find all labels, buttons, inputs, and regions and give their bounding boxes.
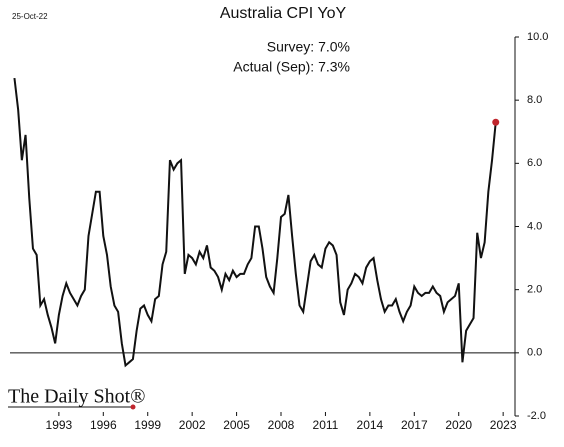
- x-tick-label: 2017: [401, 418, 428, 432]
- x-tick-label: 2005: [223, 418, 250, 432]
- x-tick-label: 2008: [268, 418, 295, 432]
- line: [13, 77, 497, 368]
- x-tick-label: 1999: [134, 418, 161, 432]
- date: 25-Oct-22: [12, 12, 48, 21]
- x-tick-label: 1993: [46, 418, 73, 432]
- annotation: Actual (Sep): 7.3%: [233, 59, 350, 75]
- x-tick-label: 2011: [313, 418, 339, 432]
- x-tick-label: 1996: [90, 418, 117, 432]
- y-tick-label: 4.0: [527, 220, 542, 232]
- x-tick-label: 2014: [357, 418, 384, 432]
- logo-dot: [130, 404, 136, 410]
- x-tick-label: 2020: [445, 418, 472, 432]
- y-tick-label: 2.0: [527, 284, 542, 296]
- x-tick-label: 2002: [179, 418, 206, 432]
- annotation: Survey: 7.0%: [267, 39, 350, 55]
- y-tick-label: 6.0: [527, 157, 542, 169]
- y-tick-label: 10.0: [527, 31, 548, 43]
- y-tick-label: 8.0: [527, 94, 542, 106]
- source-logo: The Daily Shot®: [8, 386, 145, 408]
- x-tick-label: 2023: [490, 418, 517, 432]
- chart-title: Australia CPI YoY: [220, 5, 347, 22]
- y-tick-label: 0.0: [527, 347, 542, 359]
- y-tick-label: -2.0: [527, 410, 546, 422]
- last-point: [492, 118, 500, 126]
